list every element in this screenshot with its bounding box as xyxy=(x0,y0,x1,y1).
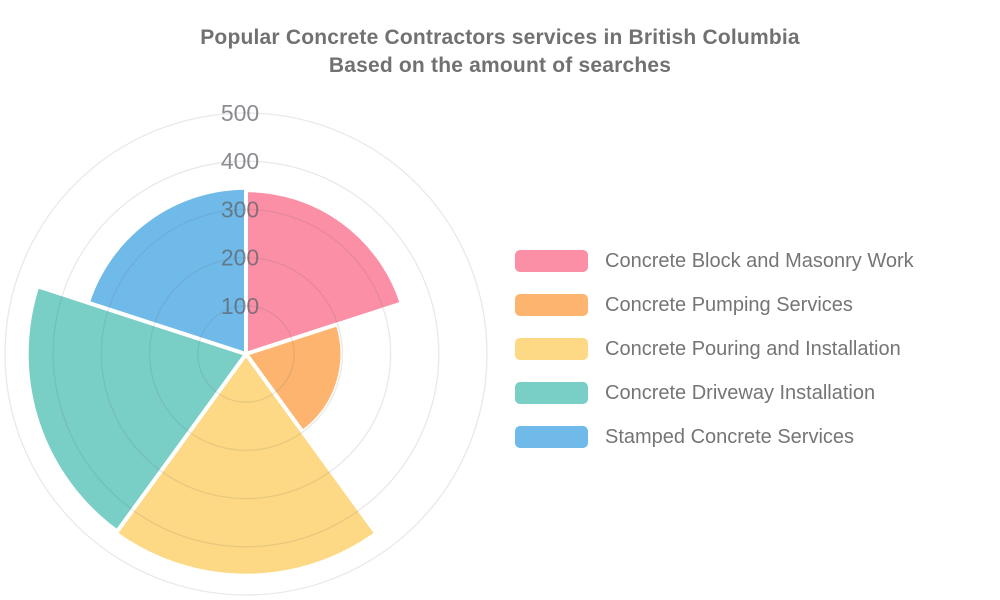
legend-label: Stamped Concrete Services xyxy=(605,426,855,448)
radial-tick-label-300: 300 xyxy=(221,196,259,222)
sector-concrete-pumping-services[interactable] xyxy=(244,322,345,434)
grid-ring-100 xyxy=(197,305,295,403)
legend-label: Concrete Driveway Installation xyxy=(605,382,876,404)
radial-tick-label-200: 200 xyxy=(221,245,259,271)
legend-label: Concrete Pouring and Installation xyxy=(605,338,901,360)
legend-item-concrete-pumping-services[interactable]: Concrete Pumping Services xyxy=(515,294,914,316)
radial-tick-label-500: 500 xyxy=(221,100,259,126)
legend-swatch-concrete-pumping-services xyxy=(515,294,588,316)
sector-concrete-pouring-and-installation[interactable] xyxy=(113,352,379,578)
grid-ring-200 xyxy=(148,256,344,452)
legend-item-concrete-block-and-masonry-work[interactable]: Concrete Block and Masonry Work xyxy=(515,250,914,272)
radial-tick-label-100: 100 xyxy=(221,293,259,319)
sector-stamped-concrete-services[interactable] xyxy=(85,185,248,356)
legend-item-concrete-pouring-and-installation[interactable]: Concrete Pouring and Installation xyxy=(515,338,914,360)
legend-swatch-concrete-pouring-and-installation xyxy=(515,338,588,360)
grid-ring-500 xyxy=(4,112,488,596)
sector-concrete-block-and-masonry-work[interactable] xyxy=(244,188,404,356)
radial-tick-label-400: 400 xyxy=(221,148,259,174)
grid-ring-300 xyxy=(100,208,392,500)
legend-item-concrete-driveway-installation[interactable]: Concrete Driveway Installation xyxy=(515,382,914,404)
chart-title: Popular Concrete Contractors services in… xyxy=(0,24,1000,80)
chart-title-line1: Popular Concrete Contractors services in… xyxy=(200,26,800,49)
legend: Concrete Block and Masonry Work Concrete … xyxy=(515,250,914,470)
legend-swatch-stamped-concrete-services xyxy=(515,426,588,448)
grid-ring-400 xyxy=(52,160,440,548)
legend-label: Concrete Block and Masonry Work xyxy=(605,250,914,272)
sector-concrete-driveway-installation[interactable] xyxy=(24,284,248,534)
legend-label: Concrete Pumping Services xyxy=(605,294,853,316)
legend-item-stamped-concrete-services[interactable]: Stamped Concrete Services xyxy=(515,426,914,448)
legend-swatch-concrete-block-and-masonry-work xyxy=(515,250,588,272)
legend-swatch-concrete-driveway-installation xyxy=(515,382,588,404)
chart-title-line2: Based on the amount of searches xyxy=(328,54,672,77)
